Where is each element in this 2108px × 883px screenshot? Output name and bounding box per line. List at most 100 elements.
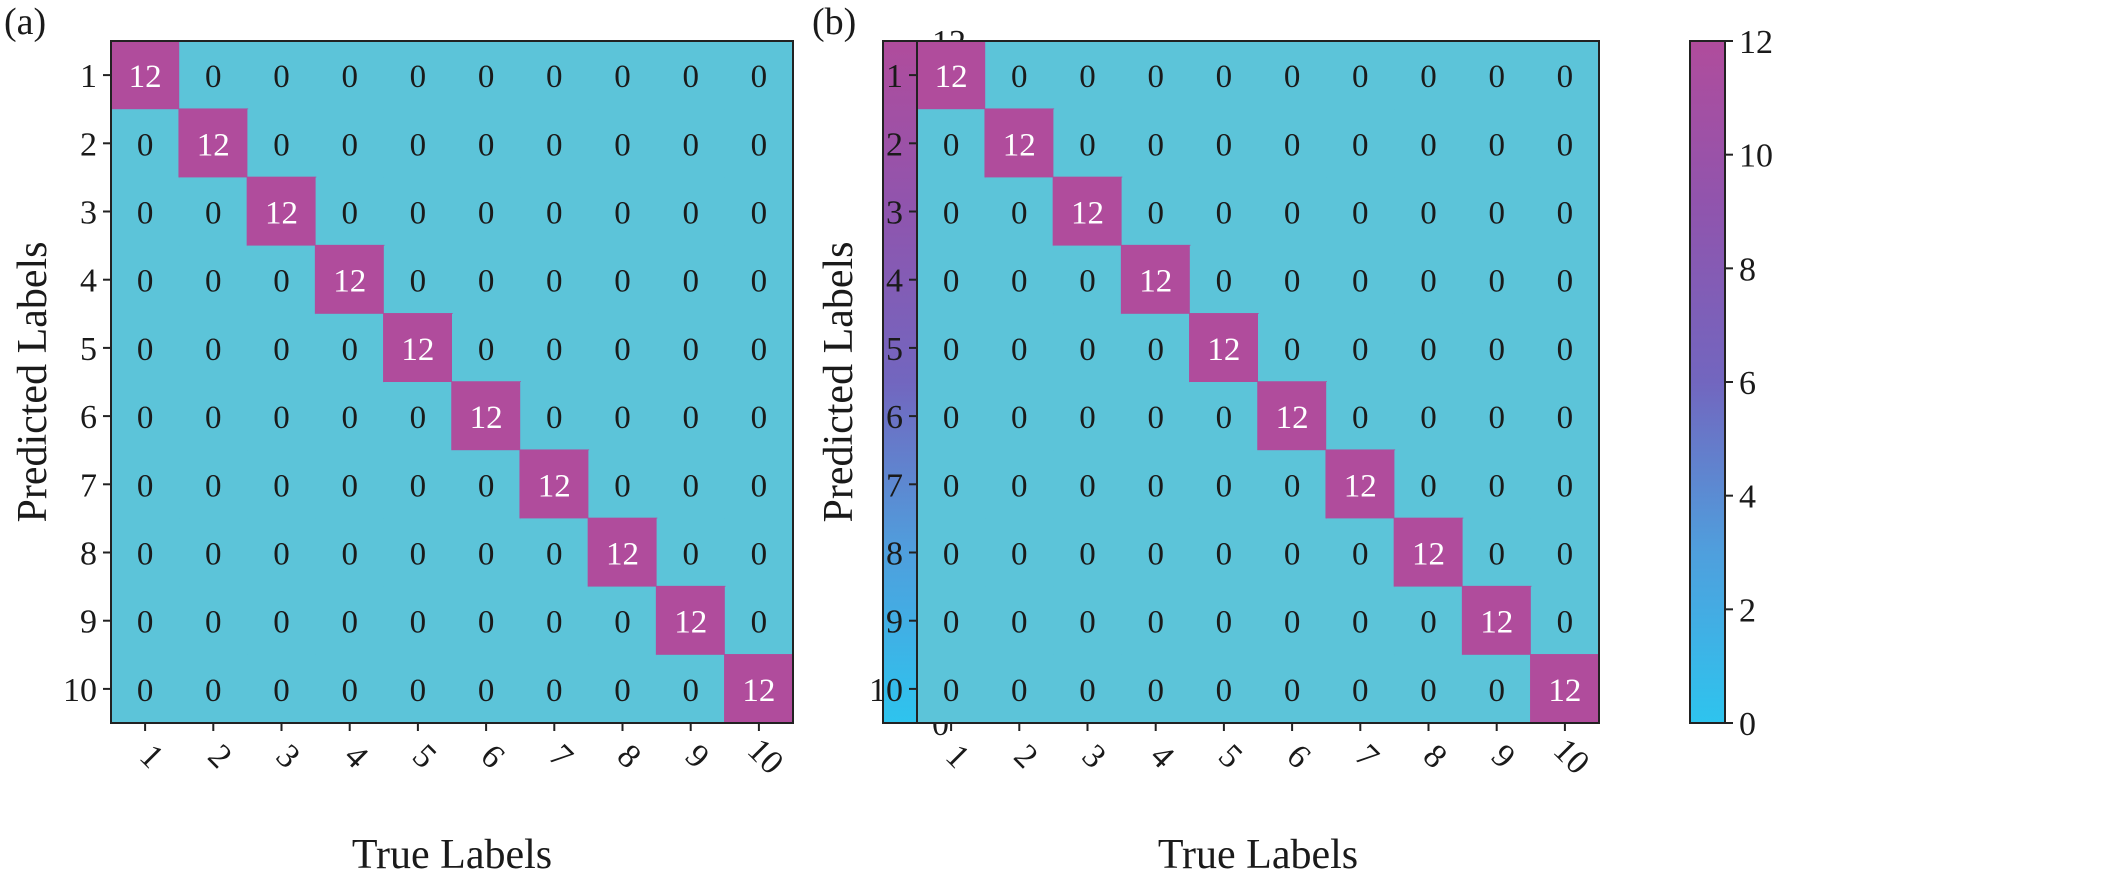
x-tick-label: 8 xyxy=(610,738,648,776)
matrix-cell xyxy=(1121,586,1190,655)
cell-value: 0 xyxy=(273,537,290,573)
cell-value: 0 xyxy=(943,468,960,504)
cell-value: 12 xyxy=(1207,332,1240,368)
matrix-cell xyxy=(1189,518,1258,587)
cell-value: 0 xyxy=(137,400,154,436)
cell-value: 0 xyxy=(943,605,960,641)
matrix-cell xyxy=(315,177,384,246)
matrix-cell xyxy=(985,177,1054,246)
x-tick-label: 10 xyxy=(1546,732,1596,782)
x-tick-label: 6 xyxy=(1279,738,1317,776)
cell-value: 0 xyxy=(1420,127,1437,163)
colorbar-tick-label: 0 xyxy=(1739,706,1756,743)
cell-value: 0 xyxy=(205,59,222,95)
matrix-cell xyxy=(452,518,521,587)
cell-value: 0 xyxy=(614,59,631,95)
matrix-cell xyxy=(1462,313,1531,382)
x-tick-label: 7 xyxy=(1348,738,1386,776)
x-axis-title: True Labels xyxy=(1158,832,1358,878)
matrix-cell xyxy=(1121,41,1190,110)
cell-value: 0 xyxy=(1216,605,1233,641)
cell-value: 0 xyxy=(614,400,631,436)
x-tick-label: 4 xyxy=(1143,738,1181,776)
x-tick-label: 1 xyxy=(938,738,976,776)
cell-value: 0 xyxy=(682,332,699,368)
matrix-cell xyxy=(724,586,793,655)
cell-value: 0 xyxy=(1147,127,1164,163)
matrix-cell xyxy=(1189,109,1258,178)
cell-value: 0 xyxy=(1420,605,1437,641)
cell-value: 0 xyxy=(1079,264,1096,300)
matrix-cell xyxy=(724,313,793,382)
cell-value: 0 xyxy=(478,468,495,504)
cell-value: 0 xyxy=(1488,127,1505,163)
cell-value: 0 xyxy=(410,400,427,436)
cell-value: 0 xyxy=(1284,59,1301,95)
matrix-cell xyxy=(917,654,986,723)
cell-value: 0 xyxy=(546,196,563,232)
matrix-cell xyxy=(111,177,180,246)
cell-value: 0 xyxy=(682,400,699,436)
matrix-cell xyxy=(247,654,316,723)
matrix-cell xyxy=(917,245,986,314)
matrix-cell xyxy=(985,245,1054,314)
matrix-cell xyxy=(452,450,521,519)
cell-value: 0 xyxy=(137,468,154,504)
y-tick-label: 7 xyxy=(886,467,903,504)
matrix-cell xyxy=(520,586,589,655)
matrix-cell xyxy=(917,177,986,246)
cell-value: 0 xyxy=(1284,196,1301,232)
matrix-frame xyxy=(916,40,1600,724)
cell-value: 0 xyxy=(273,264,290,300)
y-tick-label: 10 xyxy=(63,672,97,709)
cell-value: 0 xyxy=(614,264,631,300)
matrix-cell xyxy=(588,245,657,314)
matrix-cell xyxy=(656,654,725,723)
cell-value: 0 xyxy=(751,332,768,368)
cell-value: 0 xyxy=(943,332,960,368)
cell-value: 0 xyxy=(614,332,631,368)
matrix-cell xyxy=(984,108,1055,179)
matrix-cell xyxy=(247,518,316,587)
cell-value: 0 xyxy=(341,400,358,436)
cell-value: 0 xyxy=(1488,537,1505,573)
cell-value: 0 xyxy=(1557,332,1574,368)
matrix-cell xyxy=(383,382,452,451)
cell-value: 0 xyxy=(1352,400,1369,436)
cell-value: 0 xyxy=(273,605,290,641)
cell-value: 0 xyxy=(1352,673,1369,709)
cell-value: 0 xyxy=(1079,537,1096,573)
cell-value: 0 xyxy=(614,673,631,709)
matrix-cell xyxy=(588,586,657,655)
matrix-cell xyxy=(1189,177,1258,246)
cell-value: 0 xyxy=(751,468,768,504)
matrix-cell xyxy=(724,382,793,451)
cell-value: 0 xyxy=(943,537,960,573)
cell-value: 0 xyxy=(273,400,290,436)
matrix-cell xyxy=(1258,41,1327,110)
matrix-cell xyxy=(1394,382,1463,451)
matrix-cell xyxy=(247,245,316,314)
y-tick-label: 7 xyxy=(80,467,97,504)
cell-value: 0 xyxy=(1488,332,1505,368)
cell-value: 0 xyxy=(1147,537,1164,573)
matrix-cell xyxy=(452,313,521,382)
confusion-matrix-panel: (a)12 0 0 0 0 0 0 0 0 00 12 0 0 0 0 0 0 0 00 0 12 0 0 0 0 0 0 00 0 0 1… xyxy=(4,1,966,878)
matrix-cell xyxy=(985,313,1054,382)
matrix-cell xyxy=(247,382,316,451)
cell-value: 0 xyxy=(410,196,427,232)
matrix-cell xyxy=(588,450,657,519)
matrix-cell xyxy=(383,518,452,587)
cell-value: 0 xyxy=(682,59,699,95)
cell-value: 0 xyxy=(1216,537,1233,573)
matrix-cell xyxy=(1053,313,1122,382)
matrix-cell xyxy=(179,586,248,655)
cell-value: 0 xyxy=(614,468,631,504)
matrix-cell xyxy=(1053,654,1122,723)
cell-value: 0 xyxy=(478,673,495,709)
cell-value: 0 xyxy=(410,537,427,573)
cell-value: 0 xyxy=(1284,468,1301,504)
matrix-cell xyxy=(315,313,384,382)
matrix-cell xyxy=(1053,586,1122,655)
matrix-cell xyxy=(588,41,657,110)
